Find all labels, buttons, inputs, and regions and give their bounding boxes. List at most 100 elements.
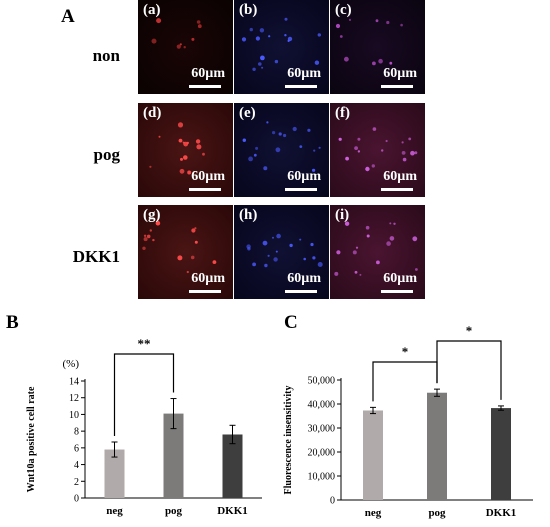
category-label: neg [365,507,382,519]
bar-dkk1 [222,434,243,498]
cell-dot [303,257,306,261]
cell-dot [366,234,370,238]
cell-dot [307,128,311,132]
cell-dot [357,150,361,153]
scale-bar [189,188,221,191]
cell-dot [195,139,201,144]
tile-sublabel: (b) [239,2,258,18]
scale-bar [381,290,413,293]
cell-dot [284,17,288,21]
cell-dot [386,20,390,25]
cell-dot [376,260,380,265]
cell-dot [401,151,406,155]
cell-dot [317,262,323,267]
wnt10a-bar-chart: 0 2 4 6 8 10 12 14 (%) Wnt10a positive cell rate n… [26,336,262,517]
cell-dot [344,56,349,62]
cell-dot [253,153,257,157]
cell-dot [402,157,407,162]
tile-sublabel: (e) [239,105,256,121]
row-label: non [92,46,120,65]
cell-dot [151,38,157,44]
tile-sublabel: (g) [143,207,161,223]
cell-dot [345,156,349,161]
panel-c-letter: C [284,312,298,333]
cell-dot [242,138,246,142]
micrograph-tile: (d) 60µm [138,103,233,197]
cell-dot [142,246,146,250]
cell-dot [410,150,415,156]
scale-label: 60µm [287,66,321,81]
scale-label: 60µm [383,66,417,81]
cell-dot [354,270,358,274]
bar-neg [104,449,125,498]
scale-bar [189,290,221,293]
cell-dot [196,20,201,24]
bar-pog [163,413,184,498]
tile-sublabel: (f) [335,105,350,121]
cell-dot [156,18,162,24]
cell-dots [338,127,418,172]
scale-bar [285,290,317,293]
cell-dot [336,250,341,255]
cell-dot [310,242,314,247]
cell-dot [249,27,253,32]
cell-dot [292,126,297,132]
micrograph-tile: (c) 60µm [330,0,425,94]
tile-sublabel: (a) [143,2,161,18]
cell-dot [357,137,361,141]
panel-a-letter: A [61,6,75,27]
category-label: DKK1 [486,507,517,519]
y-tick-label: 4 [74,460,79,471]
micrograph-tile: (b) 60µm [234,0,329,94]
cell-dot [385,139,388,143]
significance-label: * [402,344,409,359]
category-label: pog [165,505,183,517]
micrograph-tile: (i) 60µm [330,205,425,299]
cell-dot [248,156,253,162]
category-label: DKK1 [217,505,248,517]
bar-dkk1 [491,408,511,500]
cell-dot [255,146,259,150]
scale-label: 60µm [383,169,417,184]
tile-sublabel: (d) [143,105,162,121]
cell-dot [275,147,281,153]
y-tick-label: 10 [69,410,79,421]
cell-dot [317,33,321,37]
cell-dot [287,39,290,43]
cell-dot [179,168,185,174]
cell-dot [378,58,383,64]
category-label: pog [428,507,446,519]
cell-dot [389,236,395,241]
y-tick-label: 14 [69,377,79,388]
y-tick-label: 30,000 [308,424,336,435]
significance-bracket [113,353,175,437]
cell-dot [146,234,151,239]
cell-dot [283,133,287,138]
cell-dot [262,240,268,246]
cell-dot [338,137,342,141]
category-label: neg [106,505,123,517]
cell-dot [183,141,189,147]
cell-dot [155,220,161,226]
cell-dot [278,132,282,136]
cell-dot [355,246,359,249]
y-tick-label: 8 [74,427,79,438]
tile-sublabel: (h) [239,207,258,223]
cell-dot [152,238,155,242]
cell-dot [313,149,316,152]
cell-dot [365,166,370,172]
scale-bar [381,85,413,88]
cell-dots [242,121,321,172]
cell-dot [318,146,321,149]
scale-label: 60µm [191,66,225,81]
bar-neg [363,410,383,500]
cell-dot [359,273,362,276]
cell-dot [352,250,357,255]
scale-label: 60µm [287,169,321,184]
cell-dot [371,164,375,168]
cell-dot [284,34,287,37]
cell-dot [183,46,186,49]
cell-dot [335,23,341,29]
cell-dot [252,262,256,267]
cell-dot [381,149,384,152]
